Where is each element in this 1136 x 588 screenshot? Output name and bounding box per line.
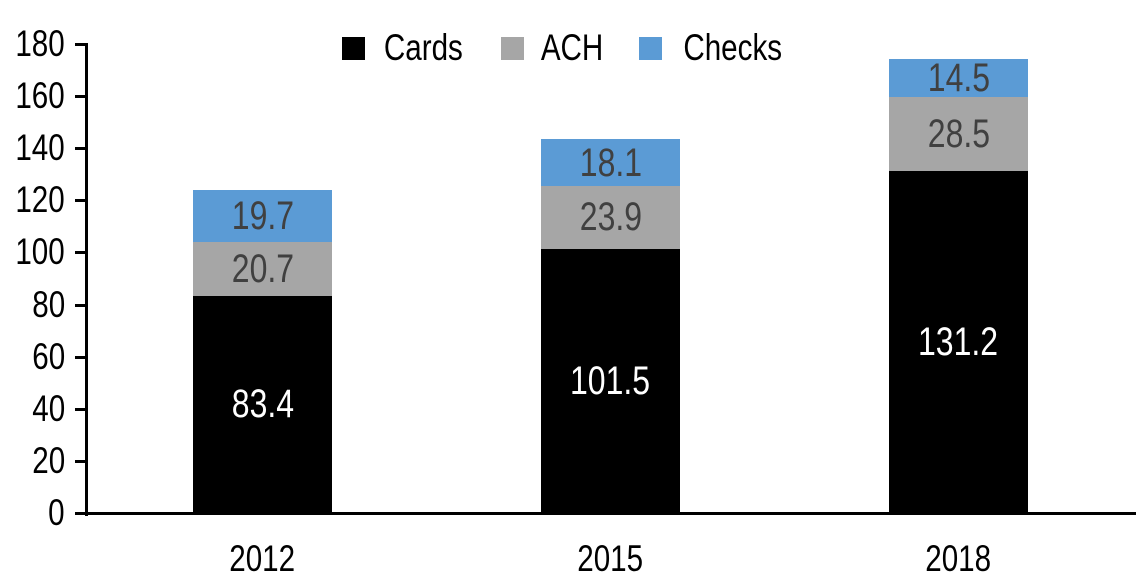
y-axis-tick-label-text: 60: [32, 335, 65, 377]
legend-label-ach: ACH: [540, 27, 603, 68]
bar-segment-ach-2012: 20.7: [193, 241, 332, 296]
y-axis-tick-label-text: 120: [15, 179, 65, 221]
y-axis-tick-label: 120: [0, 180, 65, 220]
y-axis-tick-label-text: 80: [32, 283, 65, 325]
bar-segment-cards-2018: 131.2: [889, 171, 1028, 513]
value-label-ach-2018: 28.5: [927, 112, 990, 157]
y-axis-tick: [75, 251, 85, 255]
chart-legend: Cards ACH Checks: [0, 27, 1136, 68]
y-axis-tick: [75, 95, 85, 99]
y-axis-tick: [75, 459, 85, 463]
legend-label-cards: Cards: [383, 27, 463, 68]
x-axis-label-text: 2015: [577, 538, 643, 579]
value-label-cards-2018: 131.2: [918, 320, 999, 365]
x-axis-label-2012: 2012: [162, 538, 362, 580]
bar-segment-ach-2018: 28.5: [889, 96, 1028, 172]
legend-swatch-icon-checks: [638, 36, 662, 60]
y-axis-tick-label-text: 160: [15, 75, 65, 117]
value-label-checks-2018: 14.5: [927, 59, 990, 97]
y-axis-tick-label-text: 180: [15, 23, 65, 64]
y-axis-tick-label-text: 100: [15, 231, 65, 273]
y-axis-tick-label-text: 40: [32, 387, 65, 429]
value-label-cards-2015: 101.5: [570, 358, 651, 403]
x-axis-label-2015: 2015: [510, 538, 710, 580]
y-axis-tick-label: 160: [0, 76, 65, 116]
y-axis-tick-label: 180: [0, 24, 65, 64]
y-axis-tick-label-text: 20: [32, 439, 65, 481]
y-axis-tick-label: 140: [0, 128, 65, 168]
y-axis-tick: [75, 407, 85, 411]
value-label-checks-2015: 18.1: [579, 140, 642, 185]
y-axis-tick-label: 100: [0, 232, 65, 272]
value-label-ach-2012: 20.7: [231, 246, 294, 291]
legend-swatch-icon-ach: [500, 36, 524, 60]
x-axis-label-text: 2018: [925, 538, 991, 579]
legend-item-checks: Checks: [638, 27, 794, 68]
value-label-cards-2012: 83.4: [231, 382, 294, 427]
y-axis-tick-label: 40: [0, 387, 65, 429]
bar-segment-checks-2018: 14.5: [889, 59, 1028, 97]
y-axis-line: [85, 43, 88, 516]
y-axis-tick-label: 80: [0, 283, 65, 325]
y-axis-tick-label-text: 0: [48, 492, 65, 533]
y-axis-tick-label: 60: [0, 335, 65, 377]
y-axis-tick: [75, 512, 85, 515]
y-axis-tick: [75, 43, 85, 46]
bar-segment-cards-2015: 101.5: [541, 248, 680, 513]
x-axis-label-2018: 2018: [858, 538, 1058, 580]
y-axis-tick: [75, 303, 85, 307]
x-axis-line: [85, 512, 1136, 515]
value-label-checks-2012: 19.7: [231, 194, 294, 239]
y-axis-tick: [75, 199, 85, 203]
legend-item-ach: ACH: [500, 27, 611, 68]
y-axis-tick-label-text: 140: [15, 127, 65, 169]
legend-item-cards: Cards: [341, 27, 473, 68]
x-axis-label-text: 2012: [229, 538, 295, 579]
y-axis-tick-label: 0: [0, 493, 65, 533]
bar-segment-cards-2012: 83.4: [193, 295, 332, 513]
bar-segment-checks-2012: 19.7: [193, 190, 332, 242]
bar-segment-ach-2015: 23.9: [541, 186, 680, 249]
y-axis-tick: [75, 355, 85, 359]
legend-swatch-icon-cards: [341, 36, 365, 60]
y-axis-tick: [75, 147, 85, 151]
value-label-ach-2015: 23.9: [579, 195, 642, 240]
y-axis-tick-label: 20: [0, 439, 65, 481]
legend-label-checks: Checks: [683, 27, 782, 68]
bar-segment-checks-2015: 18.1: [541, 139, 680, 187]
